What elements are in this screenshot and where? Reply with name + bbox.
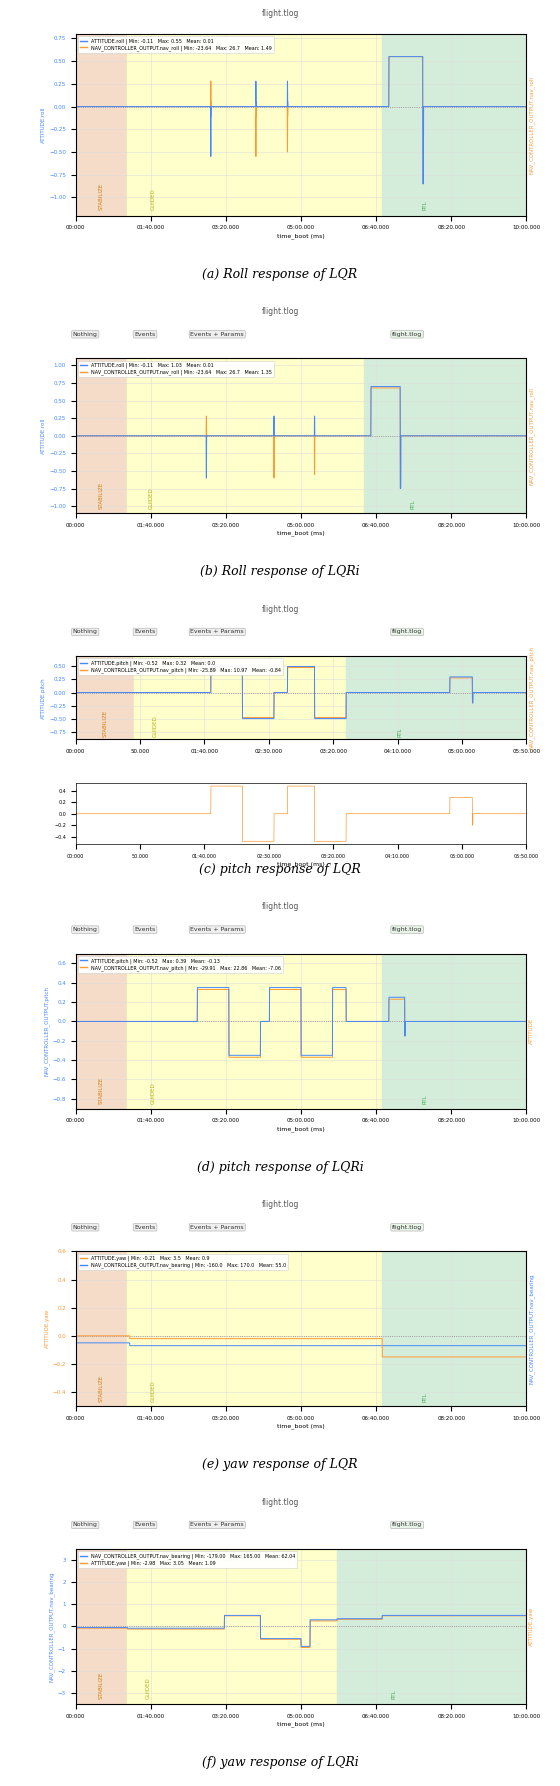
Text: flight.tlog: flight.tlog <box>392 1522 422 1527</box>
Bar <box>76 655 134 739</box>
Text: flight.tlog: flight.tlog <box>392 629 422 634</box>
Legend: ATTITUDE.roll | Min: -0.11   Max: 0.55   Mean: 0.01, NAV_CONTROLLER_OUTPUT.nav_r: ATTITUDE.roll | Min: -0.11 Max: 0.55 Mea… <box>78 36 274 54</box>
Text: (f) yaw response of LQRi: (f) yaw response of LQRi <box>202 1756 358 1768</box>
Legend: ATTITUDE.yaw | Min: -0.21   Max: 3.5   Mean: 0.9, NAV_CONTROLLER_OUTPUT.nav_bear: ATTITUDE.yaw | Min: -0.21 Max: 3.5 Mean:… <box>78 1254 288 1270</box>
Text: flight.tlog: flight.tlog <box>262 9 298 18</box>
Text: Nothing: Nothing <box>73 332 97 338</box>
Y-axis label: NAV_CONTROLLER_OUTPUT.nav_roll: NAV_CONTROLLER_OUTPUT.nav_roll <box>529 388 535 484</box>
Legend: ATTITUDE.pitch | Min: -0.52   Max: 0.39   Mean: -0.13, NAV_CONTROLLER_OUTPUT.nav: ATTITUDE.pitch | Min: -0.52 Max: 0.39 Me… <box>78 956 283 973</box>
Text: Nothing: Nothing <box>73 1225 97 1231</box>
Text: Events + Params: Events + Params <box>190 1225 244 1231</box>
Text: GUIDED: GUIDED <box>153 714 158 738</box>
Bar <box>128 1252 382 1406</box>
Text: flight.tlog: flight.tlog <box>262 902 298 911</box>
Text: Events: Events <box>134 1225 156 1231</box>
Text: Events: Events <box>134 927 156 932</box>
Text: GUIDED: GUIDED <box>151 1381 156 1402</box>
Text: GUIDED: GUIDED <box>151 1082 156 1104</box>
Bar <box>346 655 526 739</box>
Bar <box>128 954 382 1109</box>
Text: Events: Events <box>134 1522 156 1527</box>
X-axis label: time_boot (ms): time_boot (ms) <box>277 861 325 868</box>
Text: flight.tlog: flight.tlog <box>392 1225 422 1231</box>
Text: RTL: RTL <box>391 1690 396 1698</box>
Bar <box>76 359 128 513</box>
Text: STABILIZE: STABILIZE <box>99 1375 104 1402</box>
Bar <box>364 359 526 513</box>
Text: flight.tlog: flight.tlog <box>262 1200 298 1209</box>
X-axis label: time_boot (ms): time_boot (ms) <box>277 530 325 536</box>
Text: flight.tlog: flight.tlog <box>262 1498 298 1507</box>
Bar <box>337 1548 526 1704</box>
Text: STABILIZE: STABILIZE <box>99 1672 104 1698</box>
Bar <box>382 954 526 1109</box>
Text: RTL: RTL <box>398 727 403 738</box>
Text: RTL: RTL <box>410 498 416 509</box>
Y-axis label: NAV_CONTROLLER_OUTPUT.nav_pitch: NAV_CONTROLLER_OUTPUT.nav_pitch <box>529 647 535 750</box>
Bar <box>128 359 364 513</box>
Y-axis label: NAV_CONTROLLER_OUTPUT.pitch: NAV_CONTROLLER_OUTPUT.pitch <box>44 986 50 1077</box>
Text: Nothing: Nothing <box>73 1522 97 1527</box>
Bar <box>382 34 526 216</box>
X-axis label: time_boot (ms): time_boot (ms) <box>277 1423 325 1429</box>
Y-axis label: ATTITUDE.yaw: ATTITUDE.yaw <box>529 1607 534 1647</box>
Bar <box>128 1548 337 1704</box>
Bar <box>76 1548 128 1704</box>
Y-axis label: ATTITUDE.pitch: ATTITUDE.pitch <box>41 677 46 718</box>
Y-axis label: ATTITUDE.roll: ATTITUDE.roll <box>41 418 46 454</box>
Y-axis label: NAV_CONTROLLER_OUTPUT.nav_bearing: NAV_CONTROLLER_OUTPUT.nav_bearing <box>529 1273 535 1384</box>
Text: flight.tlog: flight.tlog <box>262 605 298 614</box>
X-axis label: time_boot (ms): time_boot (ms) <box>277 1722 325 1727</box>
Text: flight.tlog: flight.tlog <box>392 332 422 338</box>
Legend: ATTITUDE.pitch | Min: -0.52   Max: 0.32   Mean: 0.0, NAV_CONTROLLER_OUTPUT.nav_p: ATTITUDE.pitch | Min: -0.52 Max: 0.32 Me… <box>78 659 283 675</box>
Text: Events + Params: Events + Params <box>190 927 244 932</box>
Bar <box>76 1252 128 1406</box>
Text: flight.tlog: flight.tlog <box>392 927 422 932</box>
Text: GUIDED: GUIDED <box>151 188 156 211</box>
Text: (b) Roll response of LQRi: (b) Roll response of LQRi <box>200 564 360 579</box>
Text: STABILIZE: STABILIZE <box>99 182 104 211</box>
Text: Events + Params: Events + Params <box>190 332 244 338</box>
Text: (e) yaw response of LQR: (e) yaw response of LQR <box>202 1457 358 1472</box>
Bar <box>134 655 346 739</box>
Text: flight.tlog: flight.tlog <box>262 307 298 316</box>
Text: Events + Params: Events + Params <box>190 629 244 634</box>
Text: RTL: RTL <box>423 200 428 211</box>
Text: Events + Params: Events + Params <box>190 1522 244 1527</box>
Bar <box>76 34 128 216</box>
Y-axis label: NAV_CONTROLLER_OUTPUT.nav_bearing: NAV_CONTROLLER_OUTPUT.nav_bearing <box>49 1572 55 1682</box>
Text: GUIDED: GUIDED <box>146 1677 151 1698</box>
Text: Events: Events <box>134 332 156 338</box>
Text: RTL: RTL <box>423 1095 428 1104</box>
Legend: ATTITUDE.roll | Min: -0.11   Max: 1.03   Mean: 0.01, NAV_CONTROLLER_OUTPUT.nav_r: ATTITUDE.roll | Min: -0.11 Max: 1.03 Mea… <box>78 361 274 377</box>
Y-axis label: ATTITUDE.yaw: ATTITUDE.yaw <box>45 1309 50 1348</box>
Text: (c) pitch response of LQR: (c) pitch response of LQR <box>199 863 361 875</box>
Y-axis label: ATTITUDE.roll: ATTITUDE.roll <box>41 107 46 143</box>
Bar <box>76 954 128 1109</box>
Text: GUIDED: GUIDED <box>148 488 153 509</box>
Text: STABILIZE: STABILIZE <box>99 482 104 509</box>
Text: Nothing: Nothing <box>73 927 97 932</box>
Text: Nothing: Nothing <box>73 629 97 634</box>
X-axis label: time_boot (ms): time_boot (ms) <box>277 1125 325 1132</box>
Text: STABILIZE: STABILIZE <box>102 709 108 738</box>
Bar <box>128 34 382 216</box>
Bar <box>382 1252 526 1406</box>
Legend: NAV_CONTROLLER_OUTPUT.nav_bearing | Min: -179.00   Max: 165.00   Mean: 62.04, AT: NAV_CONTROLLER_OUTPUT.nav_bearing | Min:… <box>78 1552 297 1568</box>
Text: RTL: RTL <box>423 1391 428 1402</box>
Text: (d) pitch response of LQRi: (d) pitch response of LQRi <box>197 1161 363 1173</box>
Y-axis label: NAV_CONTROLLER_OUTPUT.nav_roll: NAV_CONTROLLER_OUTPUT.nav_roll <box>529 75 535 173</box>
X-axis label: time_boot (ms): time_boot (ms) <box>277 232 325 239</box>
Text: STABILIZE: STABILIZE <box>99 1077 104 1104</box>
Text: Events: Events <box>134 629 156 634</box>
Text: (a) Roll response of LQR: (a) Roll response of LQR <box>202 268 358 280</box>
Y-axis label: ATTITUDE: ATTITUDE <box>529 1018 534 1045</box>
